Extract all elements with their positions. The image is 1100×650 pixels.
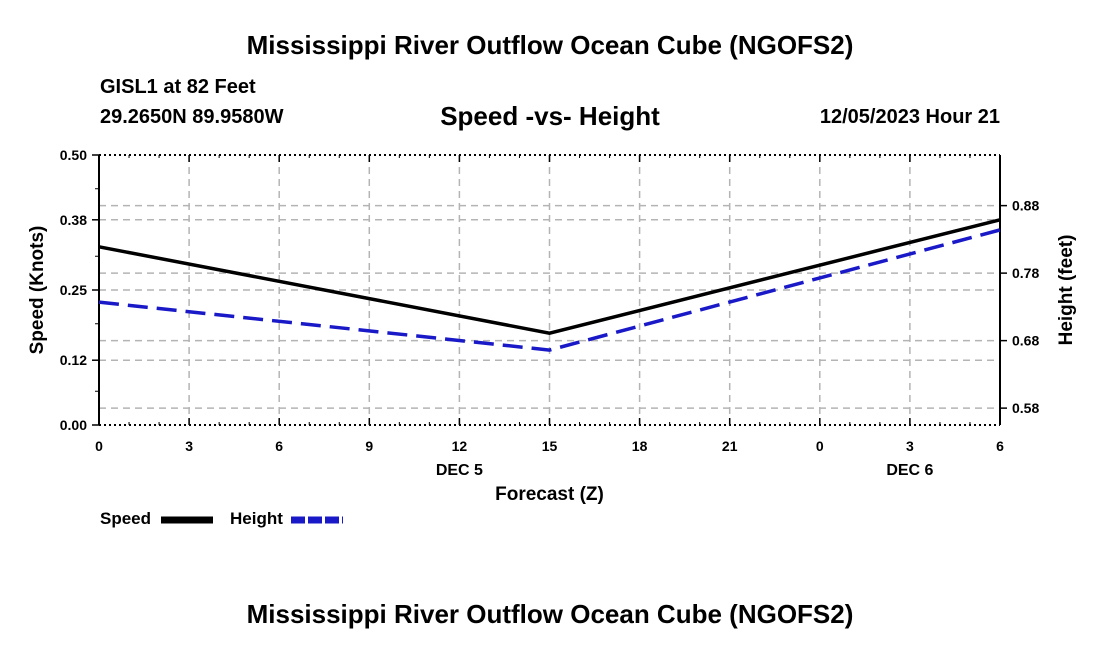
x-date-label: DEC 5	[436, 462, 483, 479]
footer-title: Mississippi River Outflow Ocean Cube (NG…	[246, 599, 854, 629]
y-tick-label: 0.25	[60, 282, 87, 298]
y2-tick-label: 0.78	[1012, 265, 1039, 281]
y2-tick-label: 0.88	[1012, 198, 1039, 214]
x-tick-label: 9	[365, 438, 373, 454]
series-speed-line	[98, 218, 1001, 335]
x-tick-label: 6	[275, 438, 283, 454]
x-tick-label: 3	[185, 438, 193, 454]
station-label: GISL1 at 82 Feet	[100, 76, 256, 98]
x-tick-label: 15	[542, 438, 558, 454]
x-tick-label: 12	[452, 438, 468, 454]
y2-tick-label: 0.68	[1012, 333, 1039, 349]
page-title: Mississippi River Outflow Ocean Cube (NG…	[246, 30, 854, 60]
x-tick-label: 18	[632, 438, 648, 454]
chart-subtitle: Speed -vs- Height	[440, 101, 660, 131]
x-tick-label: 0	[95, 438, 103, 454]
x-tick-label: 0	[816, 438, 824, 454]
y-tick-label: 0.00	[60, 417, 87, 433]
legend-height-label: Height	[230, 509, 283, 528]
series-height-line	[98, 228, 1001, 352]
x-tick-label: 3	[906, 438, 914, 454]
x-date-label: DEC 6	[886, 462, 933, 479]
y-axis-title: Speed (Knots)	[27, 226, 48, 355]
y-tick-label: 0.50	[60, 147, 87, 163]
x-tick-label: 6	[996, 438, 1004, 454]
station-coordinates: 29.2650N 89.9580W	[100, 106, 284, 128]
y-tick-label: 0.12	[60, 352, 87, 368]
x-axis-title: Forecast (Z)	[495, 484, 604, 505]
x-tick-label: 21	[722, 438, 738, 454]
y2-tick-label: 0.58	[1012, 400, 1039, 416]
y2-axis-title: Height (feet)	[1056, 235, 1077, 346]
legend-speed-label: Speed	[100, 509, 152, 528]
y-tick-label: 0.38	[60, 212, 87, 228]
forecast-datetime: 12/05/2023 Hour 21	[819, 106, 1000, 128]
